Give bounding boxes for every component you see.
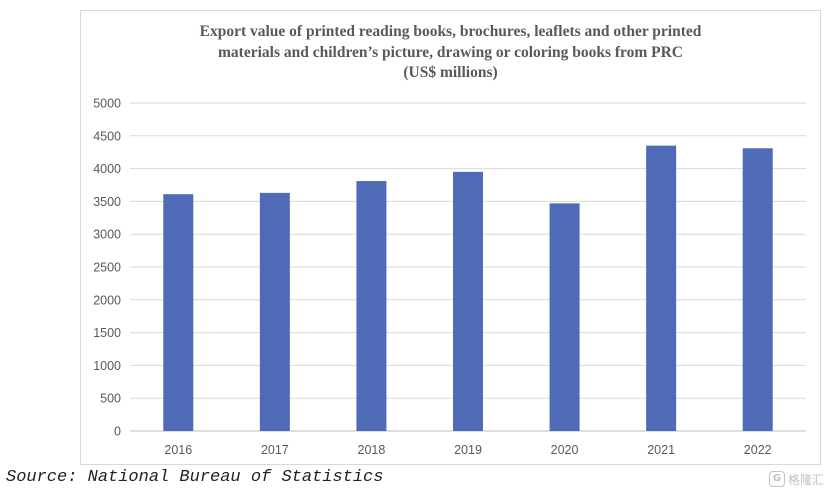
y-tick-label: 2500 xyxy=(93,261,121,275)
chart-frame xyxy=(80,10,821,465)
x-tick-label: 2017 xyxy=(261,443,289,457)
chart-title-line-3: (US$ millions) xyxy=(403,64,498,81)
x-tick-label: 2016 xyxy=(164,443,192,457)
gelonghui-logo-icon: G xyxy=(768,471,785,487)
bar-2016 xyxy=(163,194,194,431)
y-tick-label: 0 xyxy=(114,425,121,439)
watermark-text: 格隆汇 xyxy=(787,472,824,487)
y-tick-label: 4500 xyxy=(93,129,121,143)
y-tick-label: 3500 xyxy=(93,195,121,209)
x-tick-label: 2022 xyxy=(744,443,772,457)
chart-title-line-1: Export value of printed reading books, b… xyxy=(199,23,702,40)
bar-2021 xyxy=(646,145,677,431)
y-tick-label: 1500 xyxy=(93,326,121,340)
y-tick-label: 3000 xyxy=(93,228,121,242)
bar-2019 xyxy=(453,171,483,431)
y-tick-label: 5000 xyxy=(93,97,121,111)
x-tick-label: 2019 xyxy=(454,443,482,457)
source-note: Source: National Bureau of Statistics xyxy=(6,468,384,487)
x-tick-label: 2021 xyxy=(647,443,675,457)
bar-2022 xyxy=(742,148,773,431)
bar-2017 xyxy=(259,192,290,431)
y-tick-label: 1000 xyxy=(93,359,121,373)
x-tick-label: 2020 xyxy=(551,443,579,457)
bar-2020 xyxy=(549,203,580,431)
y-tick-label: 4000 xyxy=(93,162,121,176)
y-tick-label: 500 xyxy=(100,392,121,406)
x-tick-label: 2018 xyxy=(358,443,386,457)
chart-title-line-2: materials and children’s picture, drawin… xyxy=(218,43,683,61)
chart-title: Export value of printed reading books, b… xyxy=(80,22,821,84)
watermark: G 格隆汇 xyxy=(768,468,824,490)
bar-2018 xyxy=(356,181,387,431)
y-tick-label: 2000 xyxy=(93,293,121,307)
